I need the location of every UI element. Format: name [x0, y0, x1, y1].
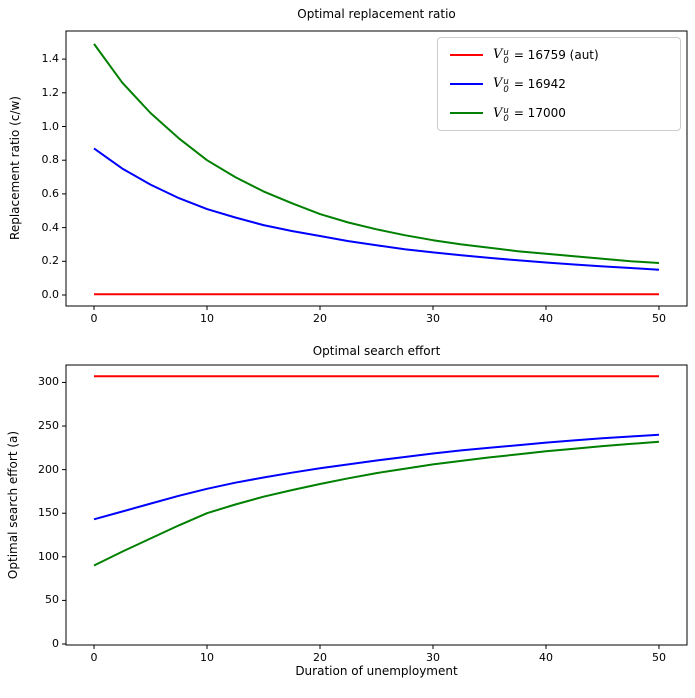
- y-tick-label: 200: [38, 463, 59, 476]
- legend-line-swatch: [450, 82, 483, 85]
- y-tick-label: 1.2: [41, 86, 60, 99]
- series-line: [93, 433, 660, 521]
- x-tick-label: 20: [313, 312, 327, 325]
- chart-title-bottom: Optimal search effort: [312, 344, 441, 358]
- x-tick-label: 10: [200, 651, 214, 664]
- y-tick-label: 1.4: [41, 52, 60, 65]
- series-line: [93, 147, 660, 271]
- y-tick-label: 0.0: [41, 288, 60, 301]
- x-axis-label: Duration of unemployment: [295, 664, 458, 678]
- x-tick-label: 40: [539, 312, 553, 325]
- y-tick-label: 250: [38, 419, 59, 432]
- x-tick-label: 40: [539, 651, 553, 664]
- chart-title-top: Optimal replacement ratio: [297, 7, 456, 21]
- series-line: [93, 43, 660, 264]
- legend-line-swatch: [450, 53, 483, 56]
- x-tick-label: 30: [426, 651, 440, 664]
- y-tick-label: 0.6: [41, 187, 60, 200]
- y-tick-label: 150: [38, 506, 59, 519]
- series-line: [93, 440, 660, 567]
- x-tick-label: 10: [200, 312, 214, 325]
- y-tick-label: 100: [38, 550, 59, 563]
- axes-frame: [65, 364, 688, 646]
- y-tick-label: 0.8: [41, 153, 60, 166]
- y-tick-label: 300: [38, 375, 59, 388]
- x-tick-label: 20: [313, 651, 327, 664]
- y-tick-label: 0: [52, 637, 59, 650]
- x-tick-label: 50: [652, 312, 666, 325]
- y-axis-label-bottom: Optimal search effort (a): [6, 430, 20, 580]
- axes-frame: [65, 30, 688, 307]
- x-tick-label: 0: [90, 651, 98, 664]
- x-tick-label: 0: [90, 312, 98, 325]
- y-tick-label: 50: [45, 593, 59, 606]
- y-tick-label: 0.2: [41, 254, 60, 267]
- legend-line-swatch: [450, 112, 483, 115]
- y-tick-label: 1.0: [41, 120, 60, 133]
- y-tick-label: 0.4: [41, 221, 60, 234]
- x-tick-label: 30: [426, 312, 440, 325]
- x-tick-label: 50: [652, 651, 666, 664]
- y-axis-label-top: Replacement ratio (c/w): [8, 96, 22, 240]
